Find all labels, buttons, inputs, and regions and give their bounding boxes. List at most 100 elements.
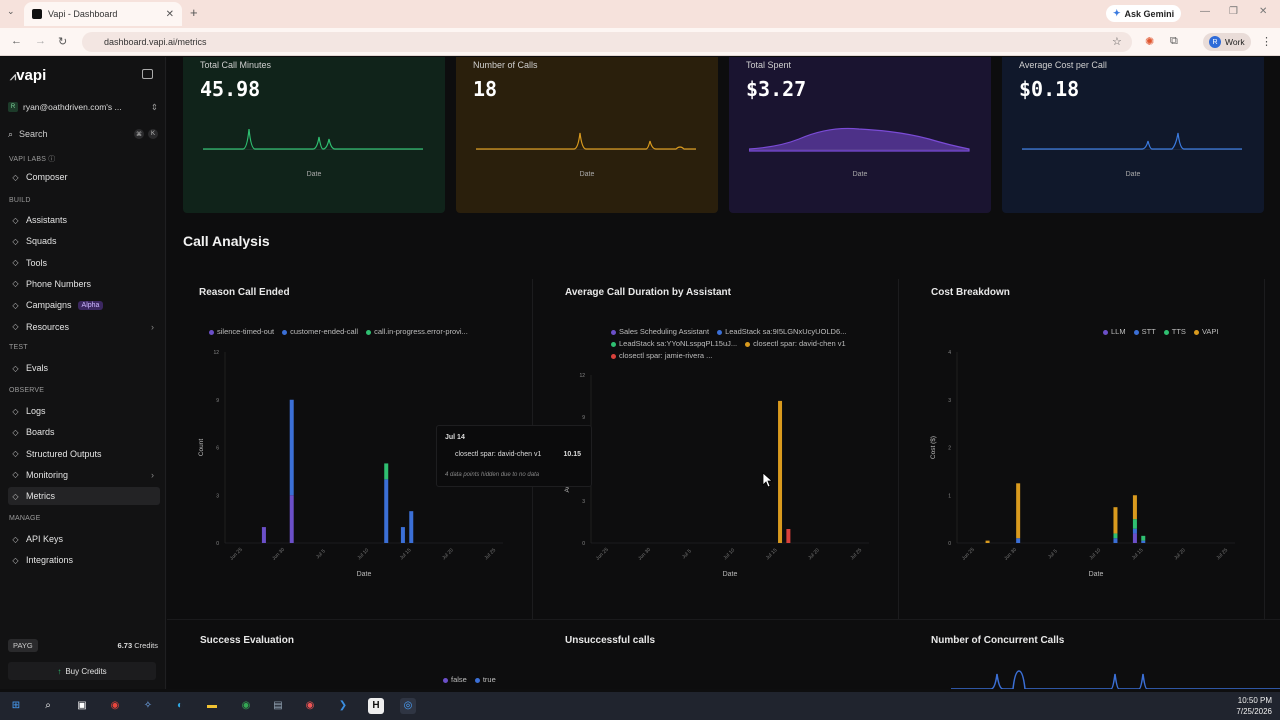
sidebar-item-campaigns[interactable]: ◇ Campaigns Alpha [8, 296, 160, 314]
evals-icon: ◇ [12, 363, 19, 373]
bar-segment [1016, 538, 1021, 543]
legend-item[interactable]: VAPI [1193, 327, 1218, 336]
sidebar-item-resources[interactable]: ◇ Resources › [8, 318, 160, 336]
x-tick-label: Jun 30 [1003, 547, 1018, 562]
extension-icon[interactable]: ✺ [1145, 36, 1155, 48]
extensions-puzzle-icon[interactable]: ⧉ [1170, 35, 1178, 47]
tab-search-icon[interactable]: ⌄ [7, 6, 15, 16]
assistants-icon: ◇ [12, 215, 19, 225]
legend-false[interactable]: false [443, 675, 467, 684]
legend-item[interactable]: Sales Scheduling Assistant [611, 327, 709, 336]
chrome-alt-icon[interactable]: ◉ [305, 700, 315, 711]
sidebar-item-label: Metrics [26, 491, 55, 502]
active-app-icon[interactable]: ◎ [400, 698, 416, 714]
kbd-k: K [148, 129, 158, 139]
x-tick-label: Jul 5 [681, 548, 693, 560]
legend-true[interactable]: true [474, 675, 496, 684]
nav-section-1: BUILD [9, 197, 31, 204]
sidebar-item-metrics[interactable]: ◇ Metrics [8, 487, 160, 506]
maximize-icon[interactable]: ❐ [1229, 6, 1238, 17]
account-switcher[interactable]: R ryan@oathdriven.com's ... ⇕ [8, 99, 158, 115]
legend-item[interactable]: customer-ended-call [282, 327, 358, 336]
legend-item[interactable]: closectl spar: david-chen v1 [745, 339, 846, 348]
sidebar-item-label: Composer [26, 172, 68, 182]
x-tick-label: Jul 25 [1215, 547, 1229, 561]
legend-item[interactable]: LeadStack sa:YYoNLsspqPL15uJ... [611, 339, 737, 348]
legend-item[interactable]: closectl spar: jamie-rivera ... [611, 351, 712, 360]
sidebar-item-assistants[interactable]: ◇ Assistants [8, 211, 160, 229]
tooltip-series: closectl spar: david-chen v1 [455, 451, 542, 458]
plan-badge: PAYG [8, 638, 38, 652]
bar-segment [1132, 495, 1137, 520]
kpi-xlabel: Date [579, 171, 595, 178]
legend-item[interactable]: call.in-progress.error-provi... [366, 327, 468, 336]
file-explorer-icon[interactable]: ▬ [207, 700, 217, 711]
bar-segment [1016, 483, 1021, 539]
bar-segment [1132, 528, 1137, 534]
bar-segment [261, 527, 266, 543]
close-tab-icon[interactable]: ✕ [165, 8, 174, 20]
search-input[interactable]: ⌕ Search ⌘ K [8, 125, 158, 143]
reload-icon[interactable]: ↻ [58, 36, 68, 48]
back-icon[interactable]: ← [11, 35, 22, 47]
browser-menu-icon[interactable]: ⋮ [1261, 36, 1272, 48]
buy-credits-button[interactable]: ↑ Buy Credits [8, 662, 156, 680]
vapi-logo: ⩘vapi [10, 67, 47, 84]
copilot-icon[interactable]: ✧ [143, 700, 153, 711]
search-icon: ⌕ [8, 128, 14, 139]
chrome-profile-icon[interactable]: ◉ [241, 700, 251, 711]
legend-item[interactable]: LLM [1103, 327, 1126, 336]
url-bar[interactable]: dashboard.vapi.ai/metrics [82, 32, 1132, 52]
x-tick-label: Jul 20 [807, 547, 821, 561]
new-tab-icon[interactable]: + [190, 5, 198, 20]
kpi-title: Total Spent [746, 60, 792, 70]
sidebar-item-squads[interactable]: ◇ Squads [8, 232, 160, 250]
minimize-icon[interactable]: — [1200, 6, 1210, 17]
sidebar-item-evals[interactable]: ◇ Evals [8, 359, 160, 377]
sidebar-item-boards[interactable]: ◇ Boards [8, 423, 160, 441]
legend-item[interactable]: STT [1133, 327, 1156, 336]
bar-segment [384, 479, 389, 543]
forward-icon[interactable]: → [35, 35, 46, 47]
legend-item[interactable]: silence-timed-out [209, 327, 274, 336]
nav-section-0: VAPI LABS ⓘ [9, 156, 56, 163]
ask-gemini-label: Ask Gemini [1124, 8, 1175, 19]
sidebar-item-integrations[interactable]: ◇ Integrations [8, 551, 160, 569]
sidebar-item-composer[interactable]: ◇ Composer [8, 168, 160, 186]
kpi-card-3: Average Cost per Call $0.18 Date [1002, 57, 1264, 213]
bookmark-star-icon[interactable]: ☆ [1112, 36, 1122, 48]
chrome-icon[interactable]: ◉ [110, 700, 120, 711]
task-view-icon[interactable]: ▣ [77, 700, 87, 711]
hey-app-icon[interactable]: H [368, 698, 384, 714]
sidebar-item-phone-numbers[interactable]: ◇ Phone Numbers [8, 275, 160, 293]
collapse-sidebar-icon[interactable] [142, 69, 153, 79]
tooltip-date: Jul 14 [445, 434, 465, 441]
ask-gemini-button[interactable]: ✦ Ask Gemini [1106, 5, 1182, 22]
sidebar-item-label: Integrations [26, 555, 74, 566]
legend-item[interactable]: LeadStack sa:9I5LGNxUcyUOLD6... [717, 327, 846, 336]
sidebar-item-api-keys[interactable]: ◇ API Keys [8, 530, 160, 548]
browser-tab[interactable]: Vapi - Dashboard ✕ [24, 2, 182, 26]
sidebar-item-monitoring[interactable]: ◇ Monitoring › [8, 466, 160, 484]
sidebar-item-structured-outputs[interactable]: ◇ Structured Outputs [8, 445, 160, 463]
search-icon[interactable]: ⌕ [45, 700, 51, 711]
edge-icon[interactable]: ◐ [176, 700, 184, 711]
y-axis-label: Cost ($) [930, 436, 937, 459]
vscode-icon[interactable]: ❯ [338, 700, 348, 711]
tab-title: Vapi - Dashboard [48, 9, 118, 19]
chevron-updown-icon: ⇕ [150, 101, 158, 112]
search-label: Search [19, 129, 48, 139]
sidebar-item-label: Campaigns [26, 300, 72, 311]
legend-item[interactable]: TTS [1163, 327, 1186, 336]
sidebar-item-logs[interactable]: ◇ Logs [8, 402, 160, 420]
notepad-icon[interactable]: ▤ [273, 700, 283, 711]
profile-button[interactable]: R Work [1203, 33, 1251, 51]
x-tick-label: Jul 25 [849, 547, 863, 561]
url-text: dashboard.vapi.ai/metrics [104, 37, 207, 47]
close-window-icon[interactable]: ✕ [1259, 6, 1268, 17]
windows-start-icon[interactable]: ⊞ [11, 700, 21, 711]
y-tick-label: 9 [582, 415, 585, 421]
sidebar-item-tools[interactable]: ◇ Tools [8, 254, 160, 272]
